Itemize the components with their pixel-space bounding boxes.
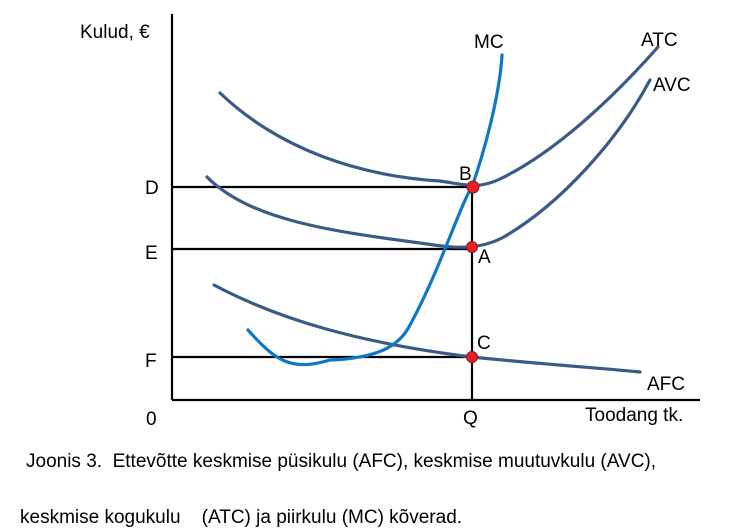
level-label-d: D bbox=[145, 178, 159, 199]
point-label-c: C bbox=[477, 333, 491, 354]
point-c bbox=[466, 351, 478, 363]
point-label-a: A bbox=[478, 247, 491, 268]
point-b bbox=[466, 180, 480, 194]
level-label-f: F bbox=[145, 351, 157, 372]
level-label-q: Q bbox=[463, 408, 478, 429]
curve-label-afc: AFC bbox=[647, 374, 685, 395]
curve-label-atc: ATC bbox=[641, 30, 678, 51]
figure-caption-line-2: keskmise kogukulu (ATC) ja piirkulu (MC)… bbox=[20, 507, 463, 528]
figure-caption-line-1: Joonis 3. Ettevõtte keskmise püsikulu (A… bbox=[26, 451, 657, 472]
point-label-b: B bbox=[459, 164, 472, 185]
curve-label-mc: MC bbox=[474, 32, 504, 53]
avc-curve bbox=[205, 78, 652, 249]
level-label-e: E bbox=[145, 243, 158, 264]
atc-curve bbox=[218, 45, 660, 187]
mc-curve bbox=[246, 53, 504, 367]
y-axis-label: Kulud, € bbox=[80, 22, 150, 43]
afc-curve bbox=[212, 283, 642, 374]
x-axis-label: Toodang tk. bbox=[585, 405, 683, 426]
curve-label-avc: AVC bbox=[653, 75, 691, 96]
point-a bbox=[466, 241, 478, 253]
origin-label: 0 bbox=[146, 409, 157, 430]
cost-curves-diagram: Kulud, € Toodang tk. 0 D E F Q B A C MC … bbox=[80, 14, 700, 430]
